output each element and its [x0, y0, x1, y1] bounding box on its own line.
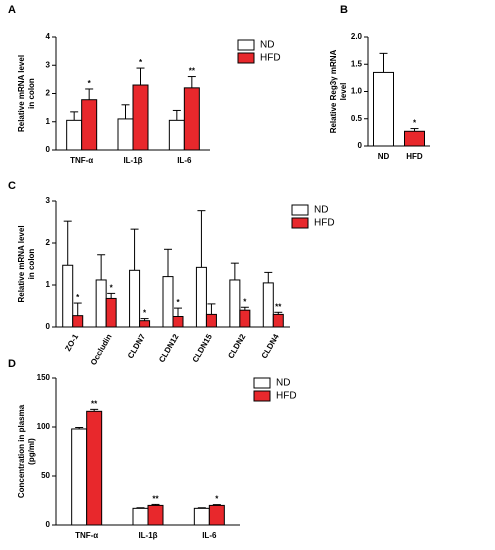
x-tick-label: CLDN15 — [191, 332, 215, 364]
bar — [172, 316, 184, 328]
bar — [239, 309, 251, 328]
bar — [168, 119, 185, 151]
panel-label: D — [8, 358, 16, 370]
x-tick-label: IL-1β — [138, 531, 157, 540]
bar — [66, 119, 83, 151]
panel-label: B — [340, 4, 348, 16]
bar — [183, 87, 200, 151]
bar — [229, 279, 241, 328]
bar — [272, 313, 284, 328]
bar — [62, 264, 74, 328]
y-axis-title: Relative Reg3γ mRNA — [329, 49, 338, 133]
significance: ** — [152, 495, 159, 504]
x-tick-label: CLDN12 — [157, 332, 181, 364]
significance: ** — [91, 399, 98, 408]
bar — [404, 130, 425, 147]
bar — [117, 118, 134, 151]
significance: * — [139, 58, 143, 67]
bar — [72, 315, 84, 328]
x-tick-label: IL-1β — [123, 156, 142, 165]
significance: * — [413, 119, 417, 128]
legend-swatch — [291, 204, 309, 216]
x-tick-label: ZO-1 — [63, 332, 80, 353]
y-axis-title: in colon — [27, 78, 36, 109]
y-axis-title: level — [339, 83, 348, 101]
significance: ** — [275, 302, 282, 311]
panel-label: A — [8, 4, 16, 16]
x-tick-label: IL-6 — [177, 156, 192, 165]
bar — [71, 428, 88, 526]
y-axis-title: Relative mRNA level — [17, 55, 26, 132]
x-tick-label: IL-6 — [202, 531, 217, 540]
significance: * — [176, 298, 180, 307]
x-tick-label: Occludin — [89, 332, 114, 366]
y-tick-label: 0 — [46, 322, 51, 331]
bar — [105, 297, 117, 328]
significance: * — [88, 79, 92, 88]
bar — [132, 507, 149, 526]
bar — [129, 269, 141, 328]
legend-label: HFD — [260, 53, 281, 64]
legend-label: HFD — [276, 391, 297, 402]
bar — [262, 282, 274, 328]
y-tick-label: 4 — [46, 32, 51, 41]
significance: * — [215, 495, 219, 504]
bar — [205, 313, 217, 328]
y-axis-title: (pg/ml) — [27, 438, 36, 465]
legend-label: ND — [314, 205, 328, 216]
bar — [373, 71, 394, 147]
y-axis-title: Relative mRNA level — [17, 225, 26, 302]
y-tick-label: 0.5 — [351, 114, 363, 123]
significance: ** — [189, 67, 196, 76]
x-tick-label: HFD — [406, 152, 423, 161]
legend-swatch — [237, 39, 255, 51]
significance: * — [110, 284, 114, 293]
y-tick-label: 0 — [46, 520, 51, 529]
bar — [195, 266, 207, 328]
bar — [193, 507, 210, 526]
bar — [147, 504, 164, 526]
significance: * — [243, 297, 247, 306]
x-tick-label: CLDN7 — [126, 332, 147, 360]
panel-label: C — [8, 180, 16, 192]
significance: * — [143, 309, 147, 318]
y-tick-label: 150 — [37, 373, 51, 382]
y-tick-label: 3 — [46, 60, 51, 69]
y-tick-label: 0 — [46, 145, 51, 154]
y-axis-title: Concentration in plasma — [17, 404, 26, 498]
bar — [81, 99, 98, 151]
bar — [95, 279, 107, 328]
bar — [132, 84, 149, 151]
bar — [208, 504, 225, 526]
y-tick-label: 0 — [358, 141, 363, 150]
x-tick-label: CLDN4 — [260, 332, 281, 360]
y-tick-label: 1.5 — [351, 59, 363, 68]
y-tick-label: 1 — [46, 117, 51, 126]
significance: * — [76, 293, 80, 302]
y-tick-label: 1 — [46, 280, 51, 289]
legend-swatch — [237, 52, 255, 64]
legend-swatch — [253, 390, 271, 402]
y-tick-label: 2.0 — [351, 32, 363, 41]
bar — [139, 320, 151, 328]
y-axis-title: in colon — [27, 249, 36, 280]
legend-label: ND — [276, 378, 290, 389]
x-tick-label: TNF-α — [75, 531, 98, 540]
x-tick-label: ND — [378, 152, 390, 161]
x-tick-label: CLDN2 — [226, 332, 247, 360]
bar — [162, 276, 174, 328]
legend-label: ND — [260, 40, 274, 51]
y-tick-label: 2 — [46, 238, 51, 247]
y-tick-label: 50 — [41, 471, 50, 480]
y-tick-label: 1.0 — [351, 87, 363, 96]
legend-label: HFD — [314, 218, 335, 229]
y-tick-label: 3 — [46, 196, 51, 205]
legend-swatch — [253, 377, 271, 389]
legend-swatch — [291, 217, 309, 229]
y-tick-label: 2 — [46, 89, 51, 98]
x-tick-label: TNF-α — [70, 156, 93, 165]
y-tick-label: 100 — [37, 422, 51, 431]
bar — [86, 410, 103, 526]
